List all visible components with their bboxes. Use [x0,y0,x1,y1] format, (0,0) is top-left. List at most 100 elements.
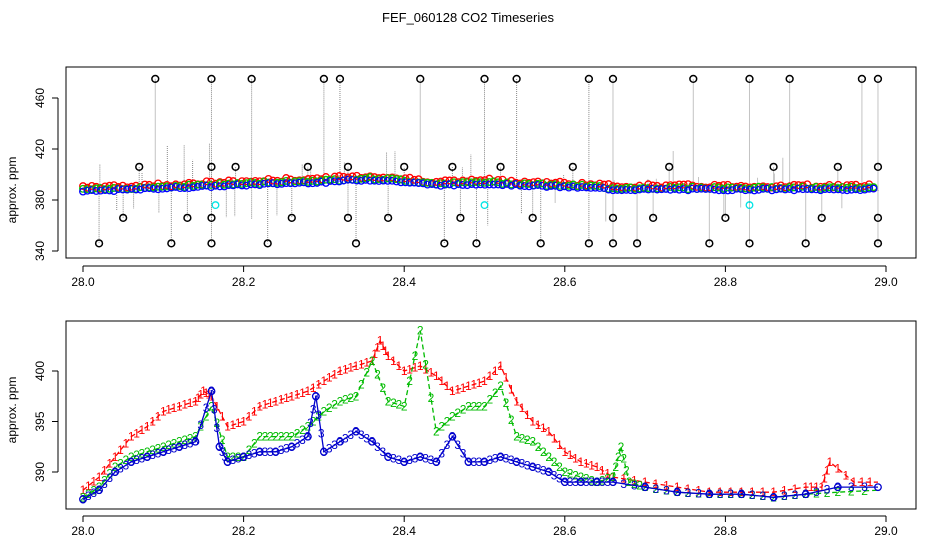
series-1-marker: 1 [401,364,408,378]
series-2-marker: 2 [503,396,510,410]
series-3-point [631,186,640,195]
series-2-marker: 2 [406,374,413,388]
outlier-point [873,239,883,248]
series-3-point [635,185,644,194]
series-1-point [494,175,503,184]
series-2-marker: 2 [149,443,156,457]
series-1-point [662,181,670,190]
series-1-marker: 1 [315,377,322,391]
series-2-marker: 2 [834,485,841,499]
series-3-point [202,181,211,190]
series-3-point [697,184,706,193]
series-2-marker: 2 [417,324,424,338]
series-1-point [843,181,852,190]
series-1-marker: 1 [101,463,108,477]
outlier-point [167,239,176,248]
series-1-marker: 1 [513,394,520,408]
top-x-tick-label: 28.2 [232,275,256,289]
series-3-marker: 3 [96,483,103,497]
outlier-point [472,239,481,248]
series-1-marker: 1 [620,472,627,486]
series-1-marker: 1 [867,475,874,489]
series-2-point [525,180,534,188]
series-2-marker: 2 [374,367,381,381]
series-3-marker: 3 [599,475,606,489]
series-3-point [303,432,312,441]
series-3-point [600,183,609,192]
series-3-point [679,185,688,194]
series-1-marker: 1 [171,401,178,415]
series-3-marker: 3 [139,452,146,466]
series-1-marker: 1 [337,364,344,378]
top-axes: 28.0 28.2 28.4 28.6 28.8 29.0 340 380 420 460 [33,88,898,289]
series-3-marker: 3 [551,468,558,482]
series-3-marker: 3 [492,452,499,466]
series-2-marker: 2 [283,430,290,444]
series-2-marker: 2 [513,430,520,444]
series-1-marker: 1 [377,334,384,348]
series-1-marker: 1 [374,340,381,354]
series-1-point [772,182,781,191]
series-3-marker: 3 [379,445,386,459]
series-1-marker: 1 [90,474,97,488]
series-1-marker: 1 [487,369,494,383]
series-2-marker: 2 [176,435,183,449]
series-3-marker: 3 [802,487,809,501]
series-2-marker: 2 [272,430,279,444]
series-2-point [96,183,105,192]
series-1-marker: 1 [106,457,113,471]
series-3-point [414,179,423,187]
series-2-marker: 2 [80,490,87,504]
series-3-marker: 3 [337,435,344,449]
series-1-marker: 1 [246,409,253,423]
series-1-point [304,175,313,183]
series-1-marker: 1 [821,472,828,486]
series-1-marker: 1 [706,485,713,499]
series-1-marker: 1 [390,354,397,368]
series-2-marker: 2 [213,416,220,430]
series-2-marker: 2 [433,425,440,439]
series-1-point [794,181,803,190]
series-2-marker: 2 [337,394,344,408]
outlier-point [207,239,216,248]
series-3-point [586,183,595,192]
series-2-point [92,184,101,193]
series-1-marker: 1 [561,445,568,459]
series-1-marker: 1 [470,377,477,391]
series-1-marker: 1 [197,388,204,402]
series-3-point [592,478,601,487]
series-3-marker: 3 [213,421,220,435]
top-plot-frame [65,66,917,259]
series-2-marker: 2 [288,430,295,444]
series-1-marker: 1 [363,356,370,370]
series-1-marker: 1 [112,450,119,464]
series-3-point [427,180,436,188]
series-3-point [145,184,154,193]
outlier-point [769,162,778,172]
series-1-marker: 1 [556,438,563,452]
outlier-point [263,239,272,248]
series-1-marker: 1 [417,359,424,373]
series-2-marker: 2 [181,433,188,447]
series-3-marker: 3 [738,487,745,501]
series-2-marker: 2 [262,430,269,444]
series-3-point [759,184,768,193]
series-3-point [692,184,701,193]
outlier-point [456,213,465,223]
series-2-point [321,175,330,184]
series-3-point [105,186,114,195]
series-1-marker: 1 [588,458,595,472]
series-2-point [79,184,87,193]
series-3-point [143,452,152,461]
series-3-marker: 3 [685,486,692,500]
series-1-marker: 1 [551,431,558,445]
outlier-point [665,162,674,172]
series-2-marker: 2 [299,423,306,437]
series-1-marker: 1 [503,371,510,385]
series-2-marker: 2 [85,487,92,501]
series-1-marker: 1 [85,479,92,493]
series-3-marker: 3 [112,465,119,479]
series-2-marker: 2 [540,445,547,459]
series-3-point [801,490,810,499]
series-3-marker: 3 [781,489,788,503]
